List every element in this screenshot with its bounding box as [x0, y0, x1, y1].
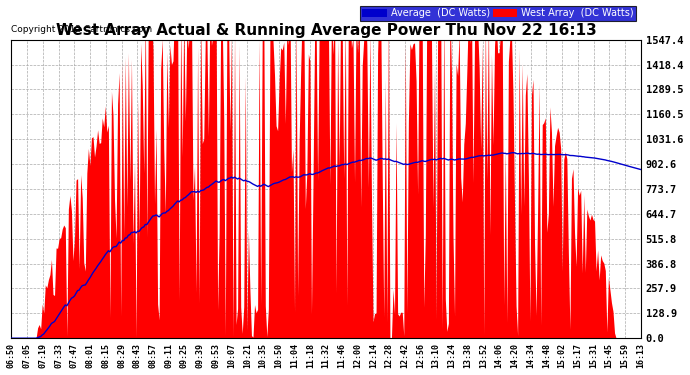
- Legend: Average  (DC Watts), West Array  (DC Watts): Average (DC Watts), West Array (DC Watts…: [360, 6, 635, 21]
- Text: Copyright 2012 Cartronics.com: Copyright 2012 Cartronics.com: [12, 25, 152, 34]
- Title: West Array Actual & Running Average Power Thu Nov 22 16:13: West Array Actual & Running Average Powe…: [56, 24, 596, 39]
